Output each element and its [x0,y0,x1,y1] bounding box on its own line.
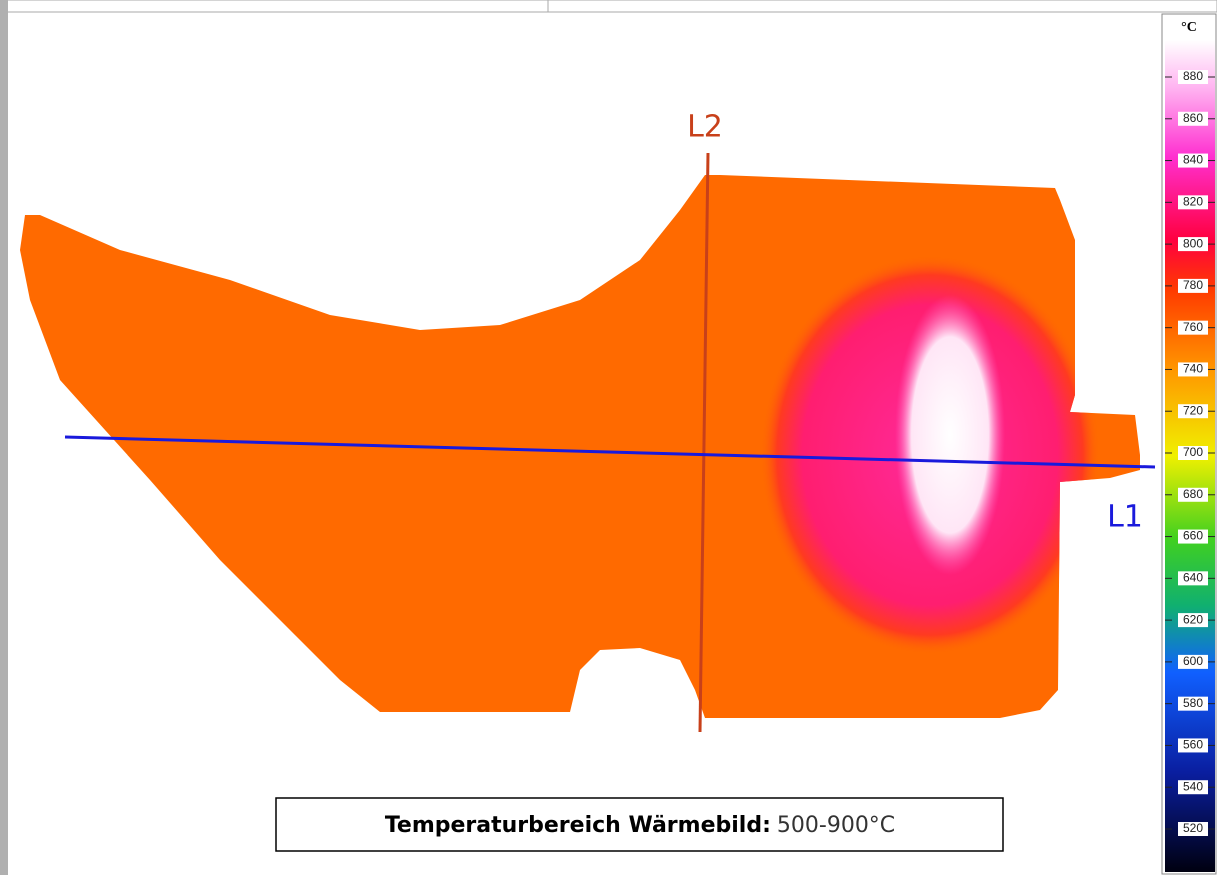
tick-bg [1178,529,1208,544]
line-label: L2 [687,110,723,145]
tick-bg [1178,571,1208,586]
tick-label: 600 [1183,654,1203,668]
tick-label: 580 [1183,696,1203,710]
tick-bg [1178,613,1208,628]
tick-bg [1178,70,1208,84]
tick-label: 560 [1183,738,1203,752]
tick-bg [1178,195,1208,210]
tick-bg [1178,111,1208,126]
tick-label: 540 [1183,779,1203,793]
tick-bg [1178,278,1208,293]
caption-box [275,797,1004,852]
caption-value: 500-900°C [777,813,895,838]
tick-label: 780 [1183,278,1203,292]
tick-label: 700 [1183,445,1203,459]
top-bar [0,0,1217,13]
tick-label: 860 [1183,111,1203,125]
tick-label: 620 [1183,612,1203,626]
tick-bg [1178,404,1208,419]
tick-bg [1178,237,1208,252]
tick-bg [1178,738,1208,753]
colorbar-unit: °C [1181,20,1197,35]
tick-bg [1178,320,1208,335]
tick-bg [1178,362,1208,377]
tick-label: 680 [1183,487,1203,501]
caption-label: Temperaturbereich Wärmebild: [385,813,771,838]
line-l1 [64,435,1156,469]
line-l2 [698,152,710,733]
tick-label: 740 [1183,362,1203,376]
tick-bg [1178,780,1208,795]
tick-bg [1178,487,1208,502]
tick-bg [1178,153,1208,168]
tick-bg [1178,446,1208,460]
hottest-zone [895,295,1005,575]
tick-label: 760 [1183,320,1203,334]
tick-bg [1178,696,1208,711]
tick-label: 800 [1183,236,1203,250]
caption: Temperaturbereich Wärmebild: 500-900°C [385,813,895,838]
tick-label: 720 [1183,403,1203,417]
tick-bg [1178,822,1208,836]
line-label: L1 [1107,500,1143,535]
tick-label: 660 [1183,529,1203,543]
tick-label: 520 [1183,821,1203,835]
tick-label: 640 [1183,571,1203,585]
tick-label: 820 [1183,195,1203,209]
tick-label: 880 [1183,69,1203,83]
tick-label: 840 [1183,153,1203,167]
tick-bg [1178,654,1208,669]
left-strip [0,0,8,875]
